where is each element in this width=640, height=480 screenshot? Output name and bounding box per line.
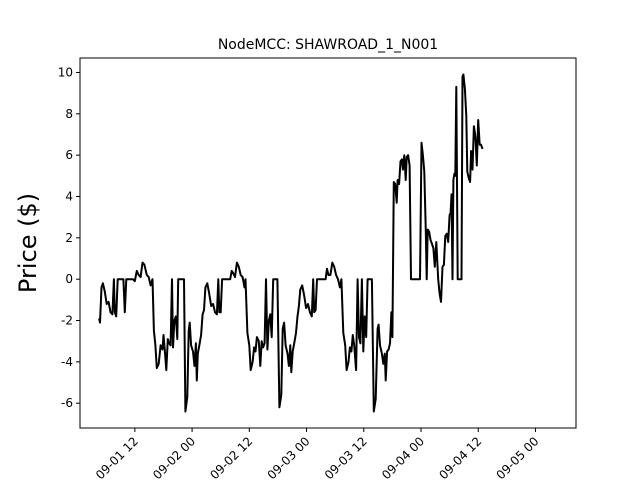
x-axis-ticks: 09-01 12 09-02 00 09-02 12 09-03 00 09-03 12… [93,428,542,480]
x-tick-label: 09-04 12 [436,434,484,480]
x-tick-label: 09-01 12 [93,434,141,480]
y-axis-ticks: -6 -4 -2 0 2 4 6 8 10 [58,65,80,410]
chart-title: NodeMCC: SHAWROAD_1_N001 [218,37,438,53]
x-tick-label: 09-02 12 [207,434,255,480]
y-tick-label: 4 [65,189,73,203]
plot-frame [79,57,577,429]
y-tick-label: 10 [58,65,73,79]
x-tick-label: 09-02 00 [150,434,198,480]
price-series-line [98,73,484,413]
y-tick-label: -2 [61,314,73,328]
x-tick-label: 09-05 00 [494,434,542,480]
x-tick-label: 09-03 12 [322,434,370,480]
x-tick-label: 09-03 00 [265,434,313,480]
y-axis-label: Price ($) [14,193,42,293]
y-tick-label: 2 [65,231,73,245]
y-tick-label: 8 [65,107,73,121]
y-tick-label: -6 [61,396,73,410]
x-tick-label: 09-04 00 [379,434,427,480]
y-tick-label: 0 [65,272,73,286]
y-tick-label: 6 [65,148,73,162]
y-tick-label: -4 [61,355,73,369]
